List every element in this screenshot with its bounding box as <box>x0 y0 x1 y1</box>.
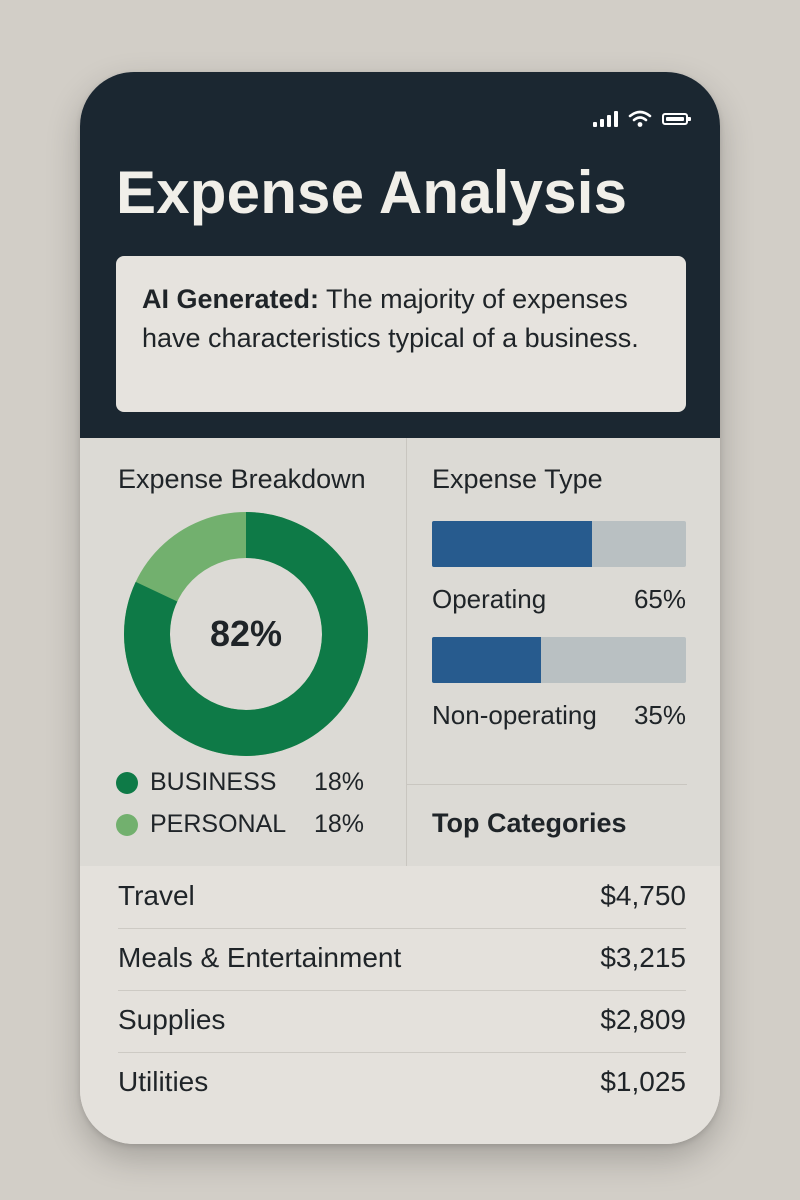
legend-label-personal: PERSONAL <box>150 810 287 838</box>
expense-breakdown-donut <box>124 512 368 756</box>
ai-summary-card: AI Generated: The majority of expenses h… <box>116 256 686 412</box>
analysis-panel: Expense Breakdown 82% BUSINESS 18% PERSO… <box>80 438 720 866</box>
operating-pct: 65% <box>633 584 686 614</box>
category-amount: $4,750 <box>600 880 686 911</box>
category-row-travel[interactable]: Travel $4,750 <box>118 866 686 929</box>
category-amount: $2,809 <box>600 1004 686 1035</box>
expense-breakdown-title: Expense Breakdown <box>118 464 366 494</box>
vertical-divider <box>406 438 407 866</box>
signal-icon <box>593 111 618 127</box>
ai-generated-label: AI Generated: <box>142 284 320 314</box>
category-row-utilities[interactable]: Utilities $1,025 <box>118 1052 686 1114</box>
operating-bar-fill <box>432 521 593 567</box>
wifi-icon <box>628 110 652 127</box>
legend-item-personal: PERSONAL 18% <box>116 810 376 840</box>
top-categories-list: Travel $4,750 Meals & Entertainment $3,2… <box>80 866 720 1144</box>
legend-dot-personal <box>116 814 138 836</box>
category-name: Travel <box>118 880 195 911</box>
status-bar <box>593 110 691 128</box>
battery-icon <box>662 113 691 125</box>
donut-segment-business <box>124 512 368 756</box>
category-name: Utilities <box>118 1066 209 1097</box>
category-name: Meals & Entertainment <box>118 942 402 973</box>
category-name: Supplies <box>118 1004 226 1035</box>
header: Expense Analysis AI Generated: The major… <box>80 72 720 438</box>
top-categories-title: Top Categories <box>432 808 627 838</box>
category-amount: $3,215 <box>600 942 686 973</box>
category-amount: $1,025 <box>600 1066 686 1097</box>
operating-bar <box>432 521 686 567</box>
non-operating-label: Non-operating <box>432 700 597 730</box>
expense-type-title: Expense Type <box>432 464 603 494</box>
category-row-meals[interactable]: Meals & Entertainment $3,215 <box>118 928 686 991</box>
legend-dot-business <box>116 772 138 794</box>
category-row-supplies[interactable]: Supplies $2,809 <box>118 990 686 1053</box>
operating-label: Operating <box>432 584 547 614</box>
legend-pct-business: 18% <box>314 768 365 796</box>
page-title: Expense Analysis <box>116 159 628 226</box>
non-operating-bar <box>432 637 686 683</box>
legend-item-business: BUSINESS 18% <box>116 768 376 798</box>
legend-pct-personal: 18% <box>314 810 365 838</box>
horizontal-divider <box>407 784 687 785</box>
donut-center-value: 82% <box>209 613 283 654</box>
non-operating-pct: 35% <box>633 700 686 730</box>
ai-summary-text: The majority of expenses have characteri… <box>142 284 639 353</box>
non-operating-bar-fill <box>432 637 542 683</box>
phone-frame: Expense Analysis AI Generated: The major… <box>80 72 720 1144</box>
legend-label-business: BUSINESS <box>150 768 277 796</box>
